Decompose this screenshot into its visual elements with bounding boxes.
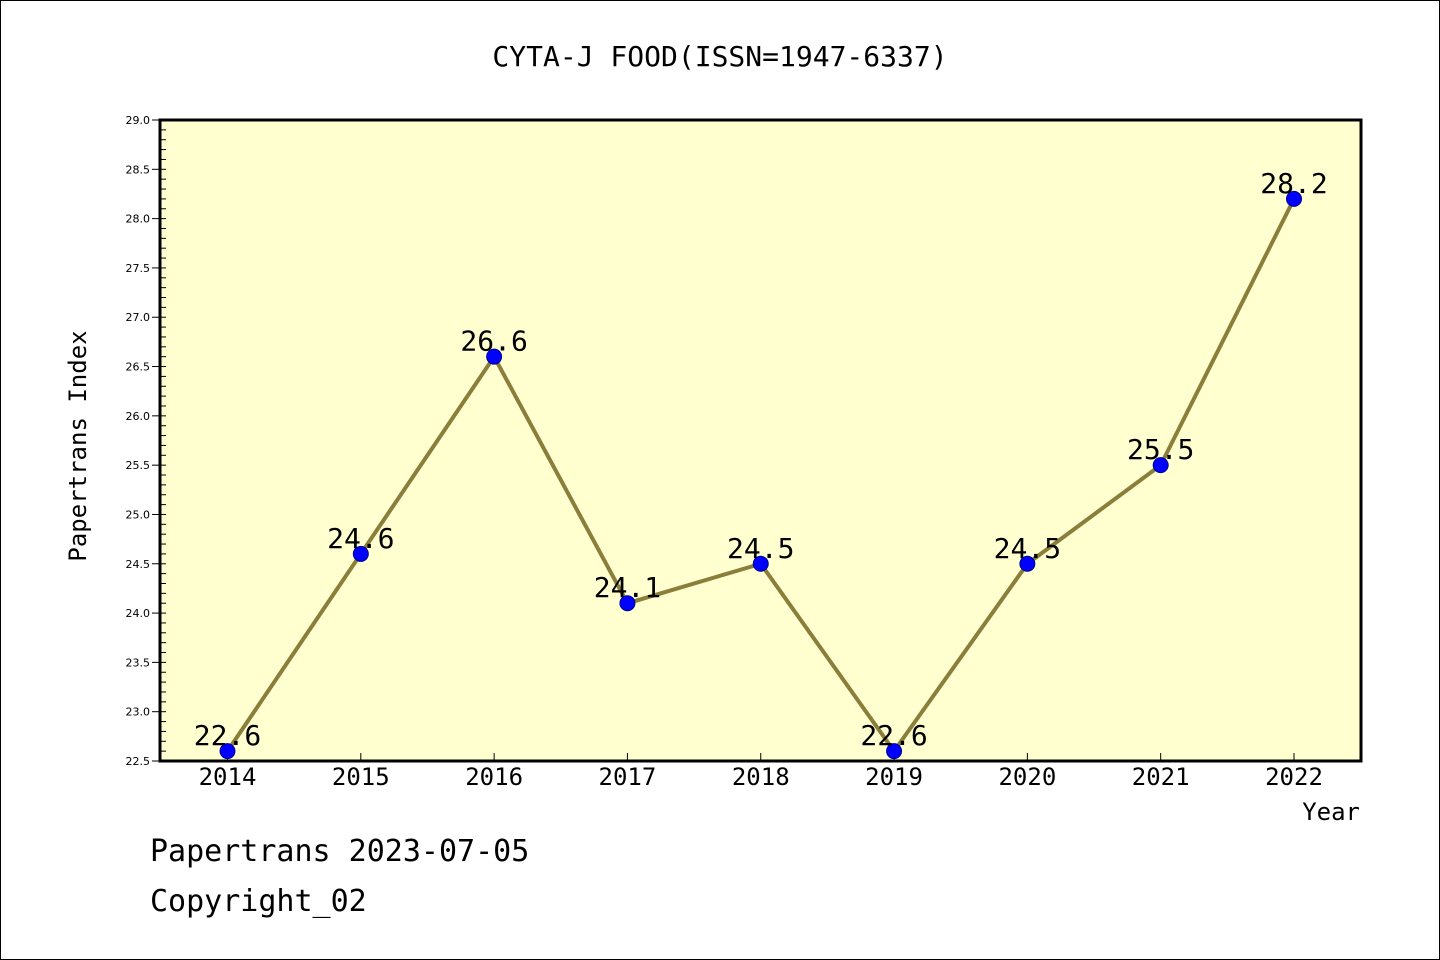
footer-copyright: Copyright_02 — [150, 884, 367, 919]
data-label: 24.5 — [994, 532, 1061, 565]
y-tick-label: 24.5 — [126, 558, 151, 571]
y-tick-label: 26.0 — [126, 410, 151, 423]
data-label: 28.2 — [1260, 167, 1327, 200]
y-axis-label: Papertrans Index — [64, 330, 92, 561]
y-tick-label: 22.5 — [126, 755, 151, 768]
x-axis-label: Year — [1302, 798, 1360, 826]
data-point — [752, 555, 769, 572]
data-point — [619, 595, 636, 612]
y-tick-label: 25.5 — [126, 459, 151, 472]
data-label: 24.5 — [727, 532, 794, 565]
x-tick-label: 2016 — [465, 763, 523, 791]
y-axis: 22.5 23.0 23.5 24.0 24.5 25.0 25.5 26.0 26.5 27.0… — [126, 114, 166, 768]
data-point — [352, 545, 369, 562]
data-point — [486, 348, 503, 365]
y-tick-label: 27.5 — [126, 262, 151, 275]
y-tick-label: 28.0 — [126, 213, 151, 226]
y-tick-label: 26.5 — [126, 361, 151, 374]
y-tick-label: 23.0 — [126, 706, 151, 719]
data-label: 22.6 — [860, 719, 927, 752]
series-layer: 22.6 24.6 26.6 24.1 24.5 22.6 24.5 25.5 28.2 — [194, 167, 1328, 760]
x-tick-label: 2017 — [599, 763, 657, 791]
y-tick-label: 23.5 — [126, 656, 151, 669]
footer-date: Papertrans 2023-07-05 — [150, 834, 530, 869]
data-label: 24.6 — [327, 522, 394, 555]
x-tick-label: 2014 — [199, 763, 257, 791]
data-label: 22.6 — [194, 719, 261, 752]
data-point — [1286, 190, 1302, 207]
data-point — [886, 743, 903, 760]
chart-title: CYTA-J FOOD(ISSN=1947-6337) — [492, 40, 947, 73]
x-tick-label: 2020 — [998, 763, 1056, 791]
x-tick-label: 2019 — [865, 763, 923, 791]
y-tick-label: 28.5 — [126, 163, 151, 176]
y-tick-label: 29.0 — [126, 114, 151, 127]
data-point — [1019, 555, 1036, 572]
x-tick-label: 2015 — [332, 763, 390, 791]
y-tick-label: 25.0 — [126, 508, 151, 521]
data-point — [1152, 457, 1169, 474]
data-label: 25.5 — [1127, 433, 1194, 466]
y-tick-label: 27.0 — [126, 311, 151, 324]
y-tick-label: 24.0 — [126, 607, 151, 620]
x-axis: 2014 2015 2016 2017 2018 2019 2020 2021 2022 — [199, 753, 1323, 791]
data-label: 24.1 — [594, 571, 661, 604]
plot-area — [158, 118, 1363, 763]
data-label: 26.6 — [460, 325, 527, 358]
data-point — [219, 743, 236, 760]
x-tick-label: 2022 — [1265, 763, 1323, 791]
x-tick-label: 2018 — [732, 763, 790, 791]
x-tick-label: 2021 — [1132, 763, 1190, 791]
